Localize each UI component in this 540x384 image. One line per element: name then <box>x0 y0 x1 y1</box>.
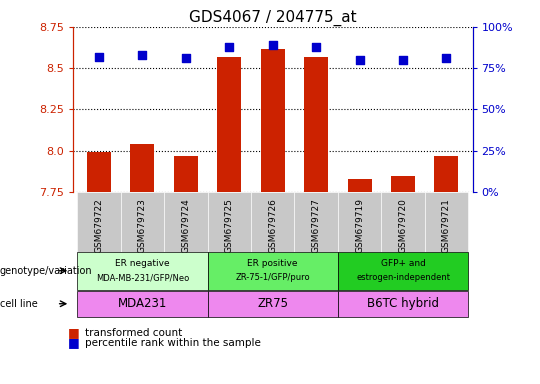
Point <box>181 55 190 61</box>
Point <box>225 44 234 50</box>
Text: ZR75: ZR75 <box>257 297 288 310</box>
Point <box>94 53 103 60</box>
Bar <box>261 49 285 192</box>
Bar <box>391 176 415 192</box>
Bar <box>217 58 241 192</box>
Point <box>442 55 451 61</box>
Text: ER positive: ER positive <box>247 259 298 268</box>
Text: MDA231: MDA231 <box>118 297 167 310</box>
Point <box>399 57 407 63</box>
Text: B6TC hybrid: B6TC hybrid <box>367 297 439 310</box>
Text: MDA-MB-231/GFP/Neo: MDA-MB-231/GFP/Neo <box>96 273 189 282</box>
Point <box>312 44 320 50</box>
Text: ER negative: ER negative <box>115 259 170 268</box>
Title: GDS4067 / 204775_at: GDS4067 / 204775_at <box>189 9 356 25</box>
Bar <box>304 58 328 192</box>
Text: GFP+ and: GFP+ and <box>381 259 426 268</box>
Point <box>138 52 147 58</box>
Bar <box>87 152 111 192</box>
Text: genotype/variation: genotype/variation <box>0 266 93 276</box>
Point <box>355 57 364 63</box>
Point <box>268 42 277 48</box>
Bar <box>131 144 154 192</box>
Bar <box>174 157 198 192</box>
Bar <box>348 179 372 192</box>
Text: ■: ■ <box>68 326 79 339</box>
Text: transformed count: transformed count <box>85 328 182 338</box>
Text: estrogen-independent: estrogen-independent <box>356 273 450 282</box>
Text: ZR-75-1/GFP/puro: ZR-75-1/GFP/puro <box>235 273 310 282</box>
Bar <box>435 157 458 192</box>
Text: ■: ■ <box>68 336 79 349</box>
Text: percentile rank within the sample: percentile rank within the sample <box>85 338 261 348</box>
Text: cell line: cell line <box>0 299 38 309</box>
